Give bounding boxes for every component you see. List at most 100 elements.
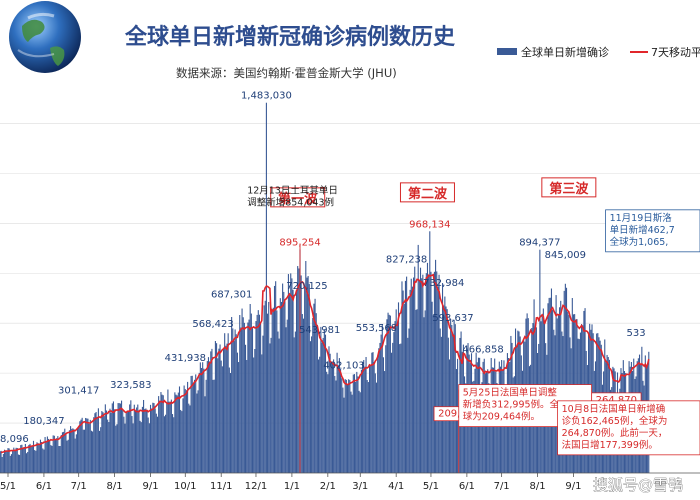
daily-bar <box>324 334 327 473</box>
daily-bar <box>404 280 407 473</box>
daily-bar <box>260 323 262 473</box>
daily-bar <box>465 383 467 473</box>
daily-bar <box>14 449 16 473</box>
annotations: 108,096 180,347 301,417 323,583 431,938 568,4… <box>0 91 700 456</box>
note-line: 5月25日法国单日调整 <box>463 387 558 399</box>
x-tick-label: 11/1 <box>210 481 232 492</box>
daily-bar <box>176 395 178 473</box>
daily-bar <box>264 300 266 473</box>
daily-bar <box>16 447 18 473</box>
daily-bar <box>140 422 142 473</box>
daily-bar <box>82 429 84 473</box>
daily-bar <box>261 354 263 473</box>
daily-bar <box>400 343 402 473</box>
daily-bar <box>63 431 65 473</box>
x-tick-label: 5/1 <box>0 481 16 492</box>
note-line: 球为209,464例。 <box>463 411 540 423</box>
daily-bar <box>385 345 387 473</box>
daily-bar <box>255 321 257 473</box>
daily-bar <box>175 394 177 473</box>
daily-bar <box>3 449 6 473</box>
daily-bar <box>489 386 491 473</box>
wave-label-box <box>270 187 326 208</box>
daily-bar <box>451 324 453 473</box>
daily-bar <box>83 429 86 473</box>
daily-bar <box>35 450 37 473</box>
chart-title: 全球单日新增新冠确诊病例数历史 <box>124 24 456 50</box>
daily-bar <box>217 358 219 473</box>
daily-bar <box>555 295 557 473</box>
daily-bar <box>131 416 133 473</box>
daily-bar <box>367 382 369 473</box>
daily-bar <box>248 319 250 473</box>
daily-bar <box>438 274 440 473</box>
daily-bar <box>29 443 31 473</box>
daily-bar <box>394 321 396 473</box>
watermark: 搜狐号@雪鸮 <box>593 476 683 494</box>
daily-bar <box>234 329 236 473</box>
daily-bar <box>121 400 123 473</box>
data-label: 543,981 <box>299 325 340 336</box>
daily-bar <box>216 343 218 473</box>
daily-bar <box>149 404 152 473</box>
daily-bar <box>171 414 174 473</box>
daily-bar <box>231 316 233 473</box>
daily-bar <box>146 410 148 473</box>
daily-bar <box>403 303 405 473</box>
daily-bar <box>109 408 111 473</box>
daily-bar <box>337 365 339 473</box>
daily-bar <box>437 286 439 473</box>
daily-bar <box>343 397 345 473</box>
daily-bar <box>143 399 145 473</box>
daily-bar <box>213 379 215 473</box>
daily-bar <box>115 425 117 473</box>
daily-bar <box>322 337 324 473</box>
daily-bar <box>565 287 568 473</box>
data-label: 323,583 <box>110 380 151 391</box>
daily-bar <box>350 391 352 473</box>
daily-bar <box>366 380 368 473</box>
daily-bar <box>199 362 201 473</box>
daily-bar <box>195 374 197 473</box>
daily-bar <box>287 274 289 473</box>
daily-bar <box>100 427 102 473</box>
daily-bar <box>406 276 408 473</box>
daily-bar <box>28 444 30 473</box>
daily-bar <box>85 417 87 473</box>
daily-bar <box>98 430 101 473</box>
daily-bar <box>184 389 186 473</box>
daily-bar <box>417 244 419 473</box>
daily-bar <box>277 331 279 473</box>
daily-bar <box>373 362 375 473</box>
daily-bar <box>267 313 269 473</box>
daily-bar <box>360 369 362 473</box>
daily-bar <box>89 419 91 473</box>
daily-bar <box>174 392 176 473</box>
daily-bar <box>147 417 149 473</box>
daily-bar <box>265 102 267 474</box>
daily-bar <box>320 326 322 473</box>
data-label: 180,347 <box>23 416 64 427</box>
daily-bar <box>447 337 449 473</box>
note-line: 法国日增177,399例。 <box>562 439 658 451</box>
daily-bar <box>30 445 32 473</box>
daily-bar <box>132 423 134 473</box>
daily-bar <box>0 450 2 473</box>
daily-bar <box>87 418 89 473</box>
daily-bar <box>355 381 357 473</box>
daily-bar <box>539 249 541 473</box>
daily-bar <box>32 440 35 473</box>
daily-bar <box>381 324 383 473</box>
daily-bar <box>272 307 274 473</box>
daily-bar <box>229 373 232 473</box>
daily-bar <box>209 361 211 473</box>
daily-bar <box>357 376 359 473</box>
daily-bar <box>181 411 183 473</box>
daily-bar <box>293 337 295 473</box>
daily-bar <box>308 284 310 473</box>
daily-bar <box>178 386 181 473</box>
wave-label: 第三波 <box>549 181 589 197</box>
daily-bar <box>472 381 474 473</box>
daily-bar <box>377 355 379 473</box>
daily-bar <box>214 341 216 473</box>
